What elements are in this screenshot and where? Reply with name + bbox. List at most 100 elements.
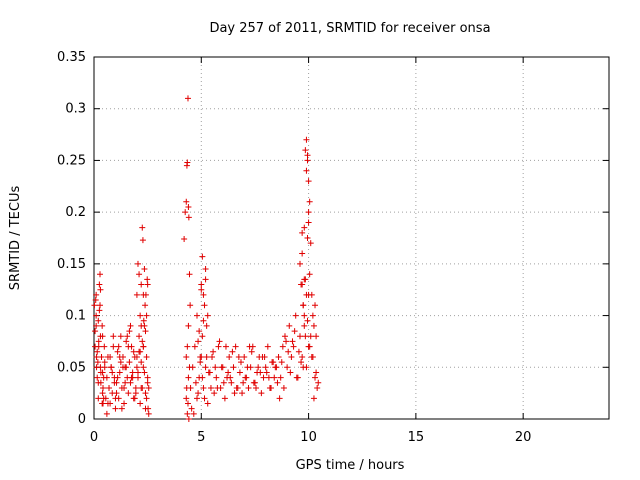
data-point <box>306 343 313 350</box>
data-point <box>99 322 106 329</box>
data-point <box>93 364 100 371</box>
data-point <box>103 374 110 381</box>
data-point <box>114 348 121 355</box>
data-point <box>245 384 252 391</box>
data-point <box>189 364 196 371</box>
data-point <box>121 400 128 407</box>
data-point <box>230 364 237 371</box>
data-point <box>118 405 125 412</box>
data-point <box>191 343 198 350</box>
data-point <box>305 291 312 298</box>
data-point <box>110 333 117 340</box>
data-point <box>94 359 101 366</box>
data-point <box>275 353 282 360</box>
data-point <box>197 359 204 366</box>
data-point <box>139 224 146 231</box>
data-point <box>307 333 314 340</box>
data-point <box>138 359 145 366</box>
data-point <box>119 364 126 371</box>
data-point <box>265 374 272 381</box>
x-tick-label: 15 <box>408 430 425 445</box>
data-point <box>144 276 151 283</box>
data-point <box>92 328 99 335</box>
data-point <box>308 353 315 360</box>
data-point <box>128 374 135 381</box>
data-point <box>92 297 99 304</box>
data-point <box>98 353 105 360</box>
data-point <box>185 203 192 210</box>
data-point <box>126 328 133 335</box>
data-point <box>101 364 108 371</box>
data-point <box>140 364 147 371</box>
x-axis: 0 5 10 15 20 <box>90 57 531 445</box>
data-point <box>142 390 149 397</box>
data-point <box>255 364 262 371</box>
data-point <box>231 390 238 397</box>
data-point <box>301 224 308 231</box>
data-point <box>263 369 270 376</box>
data-point <box>312 374 319 381</box>
data-point <box>111 379 118 386</box>
data-point <box>184 410 191 417</box>
data-point <box>109 369 116 376</box>
data-point <box>181 236 188 243</box>
data-point <box>194 395 200 402</box>
data-point <box>183 395 190 402</box>
data-point <box>271 374 278 381</box>
data-point <box>133 364 140 371</box>
data-point <box>200 291 207 298</box>
data-point <box>95 379 102 386</box>
data-point <box>239 390 246 397</box>
data-point <box>278 359 285 366</box>
data-point <box>304 152 311 159</box>
data-point <box>138 322 145 329</box>
y-tick-label: 0.35 <box>57 50 86 65</box>
data-point <box>187 302 194 309</box>
y-axis-label: SRMTID / TECUs <box>8 186 23 291</box>
data-point <box>114 374 121 381</box>
data-point <box>297 333 303 340</box>
data-point <box>315 379 322 386</box>
data-point <box>122 379 129 386</box>
data-point <box>107 353 114 360</box>
data-point <box>226 353 233 360</box>
y-tick-label: 0.1 <box>65 309 86 324</box>
data-point <box>136 333 143 340</box>
y-tick-label: 0.3 <box>65 102 86 117</box>
data-point <box>186 271 193 278</box>
data-point <box>220 379 227 386</box>
y-tick-label: 0.15 <box>57 257 86 272</box>
data-point <box>205 369 212 376</box>
data-point <box>145 405 152 412</box>
data-point <box>142 291 149 298</box>
data-point <box>97 271 104 278</box>
data-point <box>144 379 151 386</box>
data-point <box>212 364 219 371</box>
data-point <box>299 229 306 236</box>
data-point <box>198 286 205 293</box>
data-point <box>203 353 210 360</box>
data-point <box>225 369 232 376</box>
data-point <box>196 328 203 335</box>
data-point <box>211 390 218 397</box>
data-point <box>116 353 123 360</box>
data-point <box>104 400 111 407</box>
data-point <box>108 364 115 371</box>
data-point <box>285 348 292 355</box>
data-point <box>132 390 139 397</box>
data-point <box>145 384 152 391</box>
data-point <box>141 369 148 376</box>
data-point <box>309 312 316 319</box>
data-point <box>124 333 131 340</box>
data-point <box>237 359 244 366</box>
data-point <box>137 348 144 355</box>
data-point <box>139 338 146 345</box>
data-point <box>140 343 147 350</box>
data-point <box>184 95 191 102</box>
data-point <box>110 343 117 350</box>
data-point <box>305 178 312 185</box>
data-point <box>185 322 192 329</box>
data-point <box>202 364 209 371</box>
data-point <box>199 333 206 340</box>
data-point <box>299 353 306 360</box>
